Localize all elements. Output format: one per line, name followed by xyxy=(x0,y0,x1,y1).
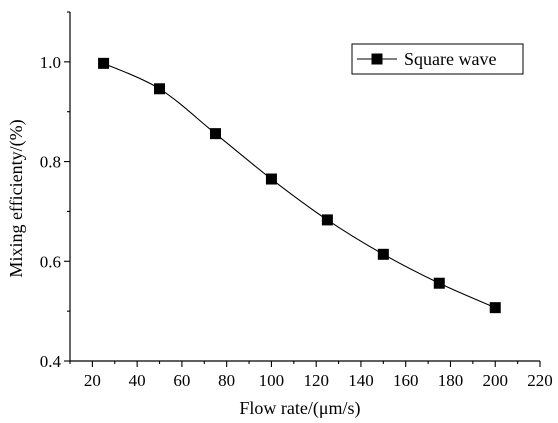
x-axis-title: Flow rate/(μm/s) xyxy=(239,398,360,419)
x-tick-label: 180 xyxy=(438,371,464,390)
x-tick-label: 140 xyxy=(348,371,374,390)
data-point-marker xyxy=(154,83,166,95)
x-tick-label: 40 xyxy=(129,371,146,390)
x-tick-label: 200 xyxy=(482,371,508,390)
data-point-marker xyxy=(377,248,389,260)
x-tick-label: 160 xyxy=(393,371,419,390)
x-tick-label: 220 xyxy=(527,371,553,390)
legend-marker-square-wave xyxy=(371,53,383,65)
series-line-square-wave xyxy=(103,62,496,309)
data-point-marker xyxy=(489,302,501,314)
plot-area xyxy=(98,57,501,314)
data-point-marker xyxy=(433,277,445,289)
x-tick-label: 60 xyxy=(173,371,190,390)
y-axis-title: Mixing efficienty/(%) xyxy=(6,119,27,277)
x-tick-label: 80 xyxy=(218,371,235,390)
y-tick-label: 0.6 xyxy=(40,252,61,271)
y-tick-label: 0.4 xyxy=(40,352,62,371)
x-tick-label: 120 xyxy=(303,371,329,390)
x-tick-label: 20 xyxy=(84,371,101,390)
y-tick-label: 0.8 xyxy=(40,153,61,172)
data-point-marker xyxy=(265,173,277,185)
data-point-marker xyxy=(209,128,221,140)
data-point-marker xyxy=(98,57,110,69)
y-tick-label: 1.0 xyxy=(40,53,61,72)
x-tick-label: 100 xyxy=(259,371,285,390)
ticks: 20 40 60 80 100 120 140 160 180 200 220 0.4 0.6 0.8 1.… xyxy=(40,11,553,390)
data-point-marker xyxy=(321,214,333,226)
legend: Square wave xyxy=(351,43,524,75)
legend-label-square-wave: Square wave xyxy=(404,49,496,69)
axes xyxy=(69,12,540,362)
